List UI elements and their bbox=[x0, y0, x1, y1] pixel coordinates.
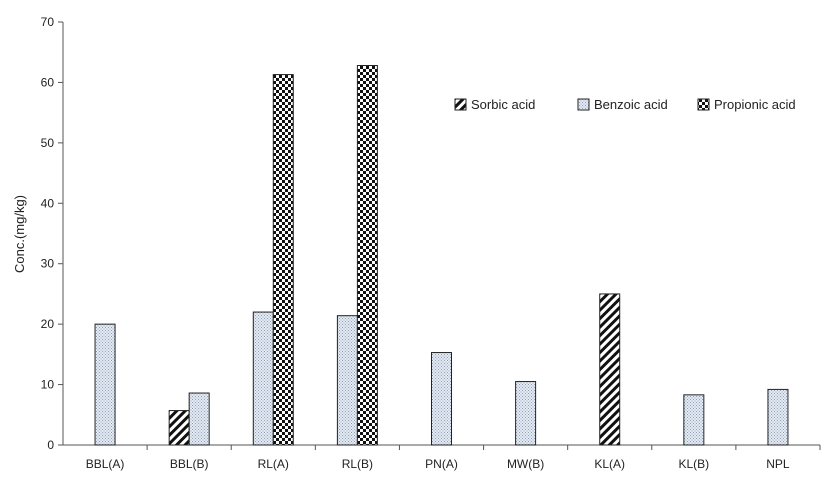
bar-propionic-acid bbox=[272, 74, 294, 446]
y-tick-label: 10 bbox=[41, 378, 55, 392]
x-category-label: KL(B) bbox=[678, 457, 709, 471]
y-tick-label: 30 bbox=[41, 257, 55, 271]
y-tick-label: 40 bbox=[41, 196, 55, 210]
x-category-label: NPL bbox=[766, 457, 790, 471]
bar-benzoic-acid bbox=[94, 323, 116, 446]
legend-label: Sorbic acid bbox=[471, 97, 535, 112]
y-tick-label: 50 bbox=[41, 136, 55, 150]
x-axis-categories: BBL(A) BBL(B) RL(A) RL(B) PN(A) MW(B) KL(A) KL(… bbox=[86, 445, 821, 471]
y-axis-ticks: 0 10 20 30 40 50 60 70 bbox=[41, 15, 63, 452]
y-tick-label: 70 bbox=[41, 15, 55, 29]
x-category-label: BBL(B) bbox=[170, 457, 209, 471]
y-tick-label: 60 bbox=[41, 75, 55, 89]
bar-benzoic-acid bbox=[252, 311, 274, 446]
bar-sorbic-acid bbox=[168, 410, 190, 446]
x-category-label: PN(A) bbox=[425, 457, 458, 471]
bar-benzoic-acid bbox=[515, 381, 537, 446]
bar-benzoic-acid bbox=[767, 388, 789, 446]
x-category-label: BBL(A) bbox=[86, 457, 125, 471]
x-category-label: RL(A) bbox=[258, 457, 289, 471]
bar-benzoic-acid bbox=[188, 392, 210, 446]
bar-benzoic-acid bbox=[683, 394, 705, 446]
bar-sorbic-acid bbox=[599, 293, 621, 446]
y-tick-label: 20 bbox=[41, 317, 55, 331]
bar-series bbox=[94, 65, 789, 446]
bar-benzoic-acid bbox=[336, 315, 358, 446]
x-category-label: KL(A) bbox=[594, 457, 625, 471]
legend-label: Propionic acid bbox=[714, 97, 796, 112]
bar-benzoic-acid bbox=[431, 352, 452, 446]
legend-label: Benzoic acid bbox=[594, 97, 668, 112]
legend: Sorbic acid Benzoic acid Propionic acid bbox=[454, 97, 796, 112]
y-tick-label: 0 bbox=[47, 438, 54, 452]
x-category-label: MW(B) bbox=[507, 457, 544, 471]
legend-swatch bbox=[577, 98, 590, 111]
y-axis-label: Conc.(mg/kg) bbox=[12, 195, 27, 273]
legend-swatch bbox=[697, 98, 710, 111]
x-category-label: RL(B) bbox=[342, 457, 373, 471]
legend-swatch bbox=[454, 98, 467, 111]
bar-propionic-acid bbox=[356, 65, 378, 446]
